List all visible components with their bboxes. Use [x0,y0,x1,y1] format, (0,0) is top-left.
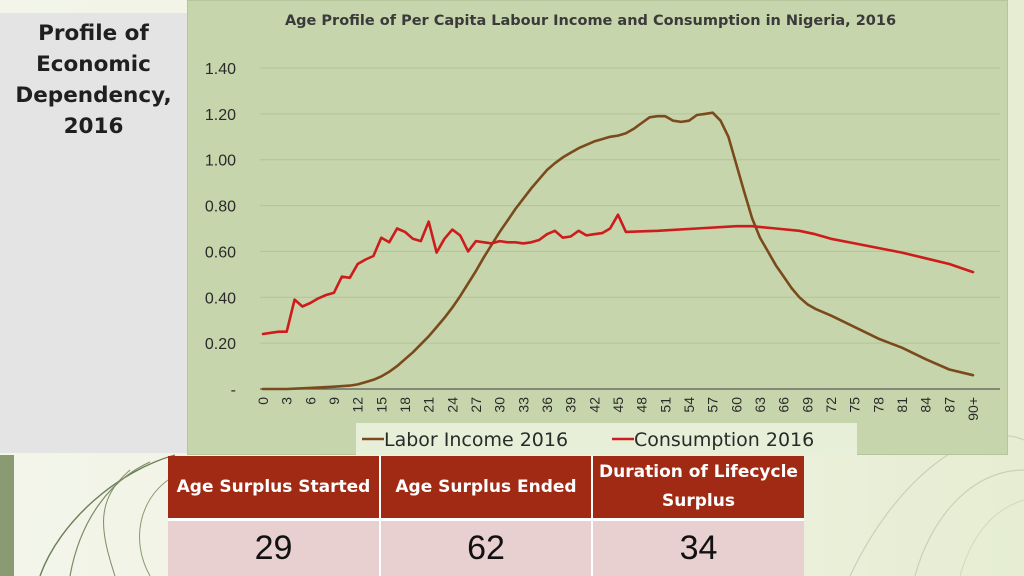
x-tick-label: 3 [279,397,295,405]
chart-legend: Labor Income 2016 Consumption 2016 [356,423,857,455]
x-tick-label: 72 [823,397,839,413]
x-tick-label: 57 [705,397,721,413]
x-tick-label: 54 [681,397,697,413]
gridlines [260,67,1000,390]
x-tick-label: 60 [728,397,744,413]
x-tick-label: 69 [799,397,815,413]
x-axis-ticks: 0 3 6 9 12 15 18 21 24 27 30 33 36 39 42 45 48 51 54 57 60 63… [255,397,981,421]
x-tick-label: 45 [610,397,626,413]
x-tick-label: 78 [870,397,886,413]
value-age-surplus-started: 29 [168,519,381,576]
x-tick-label: 36 [539,397,555,413]
y-axis-ticks: - 0.20 0.40 0.60 0.80 1.00 1.20 1.40 [205,61,236,399]
x-tick-label: 15 [373,397,389,413]
x-tick-label: 39 [563,397,579,413]
slide-title: Profile of Economic Dependency, 2016 [15,21,172,139]
x-tick-label: 6 [302,397,318,405]
y-tick-label: 1.20 [205,107,236,124]
x-tick-label: 48 [634,397,650,413]
surplus-summary-table: Age Surplus Started Age Surplus Ended Du… [168,456,804,576]
x-tick-label: 18 [397,397,413,413]
chart-panel [187,0,1008,455]
y-tick-label: 1.40 [205,61,236,78]
x-tick-label: 9 [326,397,342,405]
x-tick-label: 90+ [965,397,981,421]
slide-title-box [0,13,187,453]
x-tick-label: 84 [918,397,934,413]
series-lines [261,111,975,391]
series-line-consumption-2016 [261,213,975,336]
y-tick-label: 0.80 [205,199,236,216]
x-tick-label: 63 [752,397,768,413]
x-tick-label: 87 [941,397,957,413]
x-tick-label: 81 [894,397,910,413]
y-tick-label: 0.20 [205,336,236,353]
header-age-surplus-started: Age Surplus Started [168,456,381,521]
value-duration-lifecycle-surplus: 34 [592,519,804,576]
x-tick-label: 42 [586,397,602,413]
x-tick-label: 33 [515,397,531,413]
header-duration-lifecycle-surplus: Duration of Lifecycle Surplus [592,456,804,521]
legend-label: Consumption 2016 [634,429,814,451]
y-tick-label: 1.00 [205,153,236,170]
legend-label: Labor Income 2016 [384,429,568,451]
x-tick-label: 30 [492,397,508,413]
x-tick-label: 21 [421,397,437,413]
x-tick-label: 75 [847,397,863,413]
x-tick-label: 66 [776,397,792,413]
value-age-surplus-ended: 62 [380,519,593,576]
x-tick-label: 27 [468,397,484,413]
y-tick-label: 0.40 [205,290,236,307]
series-line-labor-income-2016 [261,111,975,391]
header-age-surplus-ended: Age Surplus Ended [380,456,593,521]
table-row: 29 62 34 [168,519,804,576]
table-header-row: Age Surplus Started Age Surplus Ended Du… [168,456,804,521]
x-tick-label: 51 [657,397,673,413]
x-tick-label: 12 [350,397,366,413]
x-tick-label: 0 [255,397,271,405]
y-tick-label: - [231,382,236,399]
x-tick-label: 24 [444,397,460,413]
chart-title: Age Profile of Per Capita Labour Income … [284,13,897,29]
left-accent-strip [0,455,14,576]
y-tick-label: 0.60 [205,244,236,261]
legend-background [356,423,857,455]
